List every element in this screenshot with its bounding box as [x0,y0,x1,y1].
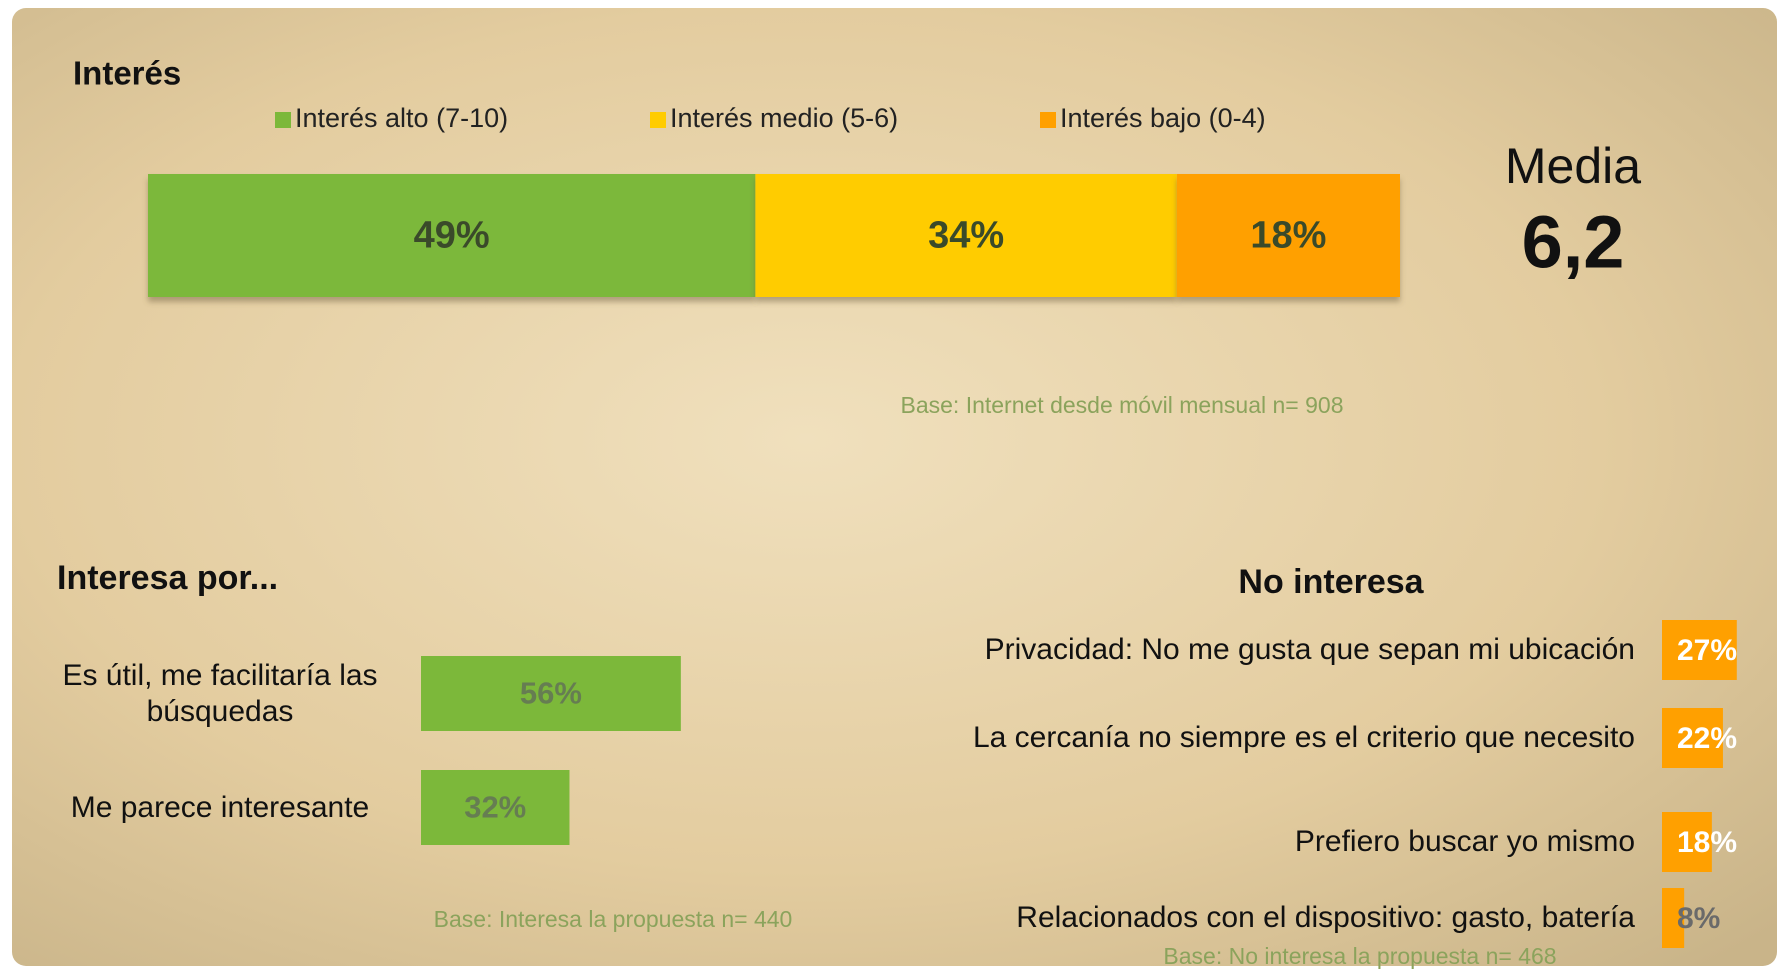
legend-swatch [275,112,291,128]
bar-segment [1176,174,1400,297]
bar [421,656,681,731]
value-label: 34% [928,215,1004,257]
legend-label: Interés bajo (0-4) [1060,103,1266,133]
base-note: Base: No interesa la propuesta n= 468 [1163,943,1556,969]
value-label: 27% [1677,634,1737,667]
value-label: 49% [414,215,490,257]
legend-label: Interés alto (7-10) [295,103,508,133]
value-label: 8% [1677,902,1720,935]
chart-title: No interesa [1238,563,1424,601]
chart-title: Interesa por... [57,559,278,597]
category-label-box: Es útil, me facilitaría las búsquedas [62,658,378,728]
category-label: Me parece interesante [70,790,370,824]
value-label: 56% [520,676,582,711]
mean-label: Media [1505,138,1641,194]
legend-swatch [1040,112,1056,128]
bar [1662,620,1737,680]
category-label: Es útil, me facilitaría las búsquedas [62,658,378,728]
chart-title: Interés [73,55,181,92]
category-label-box: Me parece interesante [70,790,370,824]
category-label-box: La cercanía no siempre es el criterio qu… [972,721,1635,754]
category-label: Relacionados con el dispositivo: gasto, … [1016,901,1635,934]
category-label: La cercanía no siempre es el criterio qu… [972,721,1635,754]
bar [421,770,570,845]
category-label-box: Prefiero buscar yo mismo [1294,825,1635,858]
mean-value: 6,2 [1522,201,1625,284]
bar [1662,812,1712,872]
bar [1662,708,1723,768]
legend-swatch [650,112,666,128]
bar-segment [148,174,756,297]
value-label: 18% [1250,215,1326,257]
category-label: Privacidad: No me gusta que sepan mi ubi… [984,633,1635,666]
value-label: 32% [464,790,526,825]
value-label: 18% [1677,826,1737,859]
legend-label: Interés medio (5-6) [670,103,898,133]
base-note: Base: Interesa la propuesta n= 440 [434,906,793,932]
category-label: Prefiero buscar yo mismo [1294,825,1635,858]
category-label-box: Relacionados con el dispositivo: gasto, … [1016,901,1635,934]
bar-segment [755,174,1177,297]
base-note: Base: Internet desde móvil mensual n= 90… [900,392,1343,418]
bar [1662,888,1685,948]
value-label: 22% [1677,722,1737,755]
category-label-box: Privacidad: No me gusta que sepan mi ubi… [984,633,1635,666]
